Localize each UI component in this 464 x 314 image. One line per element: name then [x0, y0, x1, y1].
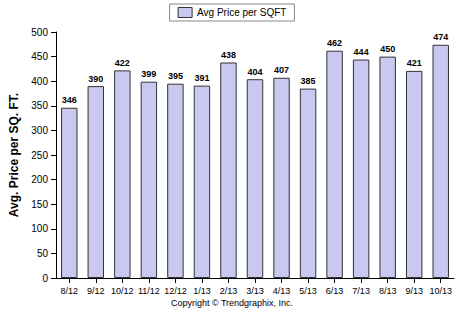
svg-text:4/13: 4/13 [273, 286, 291, 296]
svg-text:399: 399 [141, 69, 156, 79]
svg-text:407: 407 [274, 65, 289, 75]
svg-text:Avg Price per SQFT: Avg Price per SQFT [197, 7, 286, 18]
svg-text:Avg. Price per SQ. FT.: Avg. Price per SQ. FT. [7, 93, 21, 217]
svg-text:450: 450 [380, 44, 395, 54]
svg-text:12/12: 12/12 [164, 286, 187, 296]
svg-text:300: 300 [31, 125, 48, 136]
svg-text:5/13: 5/13 [299, 286, 317, 296]
svg-text:8/13: 8/13 [379, 286, 397, 296]
svg-text:391: 391 [194, 73, 209, 83]
svg-text:9/12: 9/12 [87, 286, 105, 296]
svg-text:9/13: 9/13 [405, 286, 423, 296]
svg-text:350: 350 [31, 100, 48, 111]
svg-text:346: 346 [62, 95, 77, 105]
svg-text:6/13: 6/13 [326, 286, 344, 296]
svg-text:404: 404 [247, 67, 262, 77]
svg-text:11/12: 11/12 [138, 286, 160, 296]
svg-text:462: 462 [327, 38, 342, 48]
svg-text:450: 450 [31, 51, 48, 62]
svg-text:385: 385 [301, 76, 316, 86]
svg-text:10/12: 10/12 [111, 286, 134, 296]
svg-text:250: 250 [31, 150, 48, 161]
svg-text:200: 200 [31, 174, 48, 185]
svg-text:8/12: 8/12 [61, 286, 79, 296]
svg-text:395: 395 [168, 71, 183, 81]
svg-text:1/13: 1/13 [193, 286, 211, 296]
svg-text:100: 100 [31, 223, 48, 234]
svg-text:422: 422 [115, 58, 130, 68]
svg-text:400: 400 [31, 76, 48, 87]
svg-text:3/13: 3/13 [246, 286, 264, 296]
svg-text:Copyright © Trendgraphix, Inc.: Copyright © Trendgraphix, Inc. [171, 298, 293, 308]
svg-text:438: 438 [221, 50, 236, 60]
svg-text:444: 444 [354, 47, 369, 57]
svg-text:50: 50 [37, 248, 49, 259]
svg-text:474: 474 [433, 32, 448, 42]
svg-text:500: 500 [31, 27, 48, 38]
svg-text:390: 390 [88, 74, 103, 84]
svg-text:2/13: 2/13 [220, 286, 238, 296]
svg-text:150: 150 [31, 199, 48, 210]
svg-text:421: 421 [407, 58, 422, 68]
svg-text:10/13: 10/13 [429, 286, 452, 296]
svg-text:0: 0 [42, 273, 48, 284]
svg-text:7/13: 7/13 [352, 286, 370, 296]
